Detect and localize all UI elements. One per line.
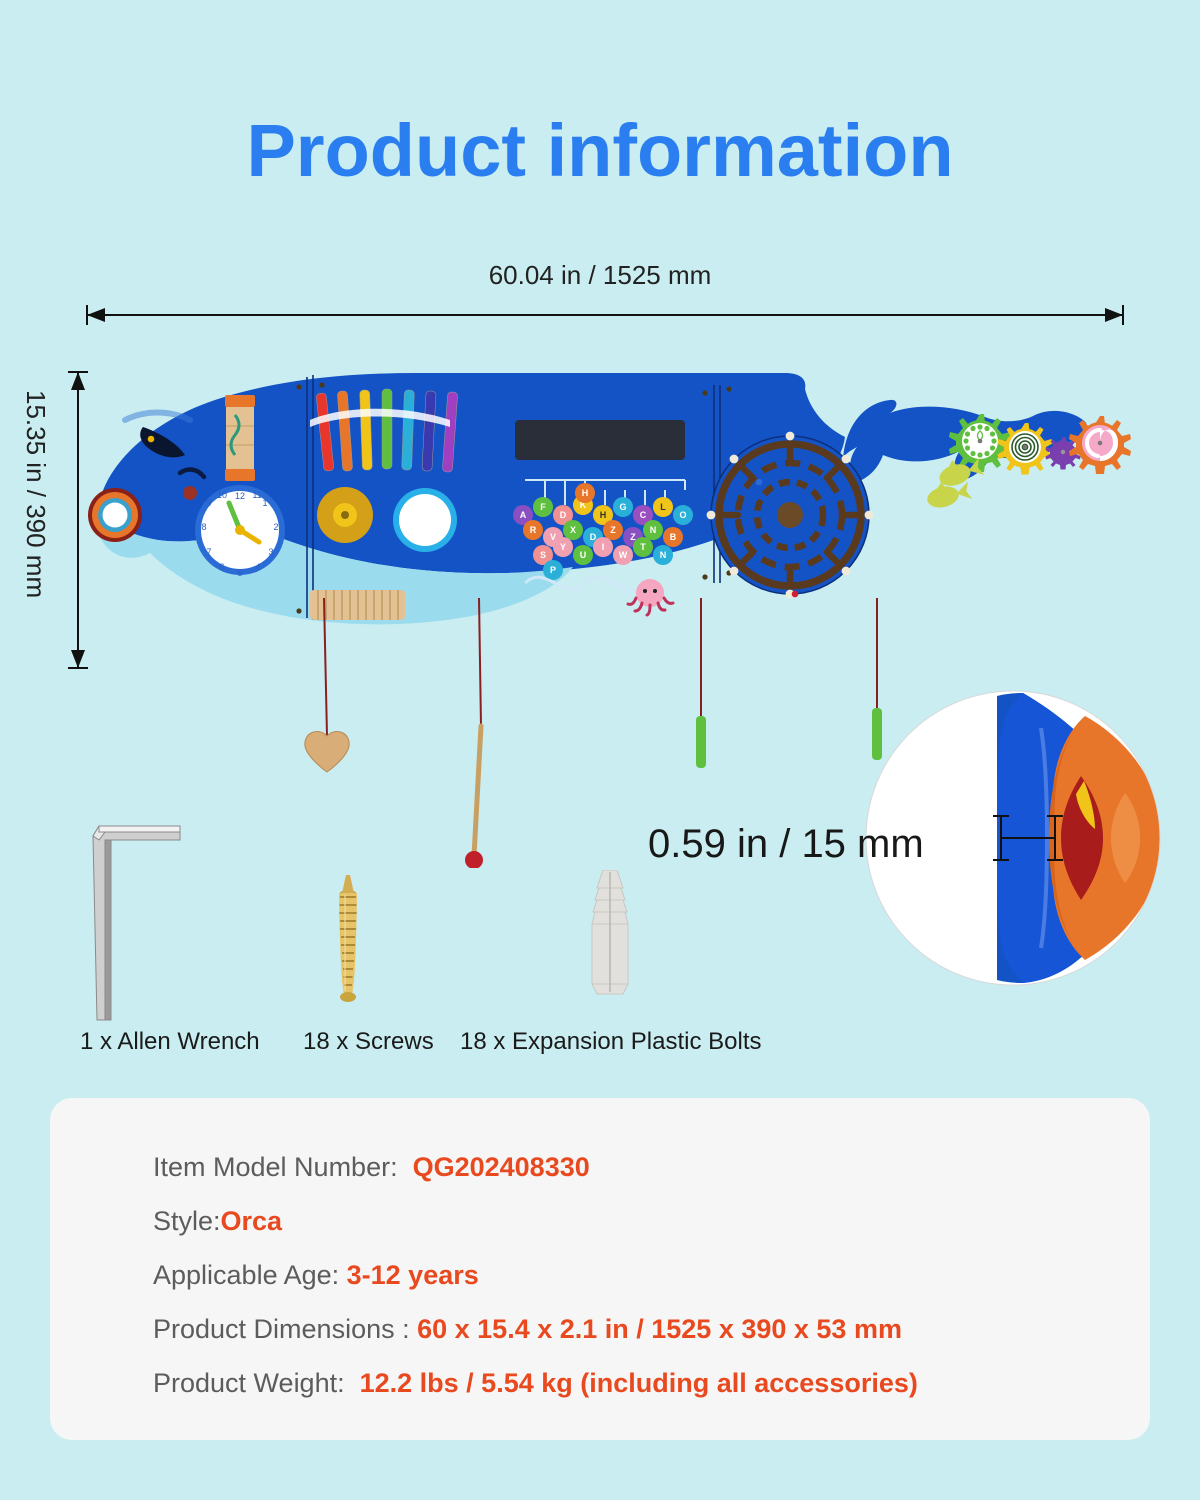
svg-text:3: 3 (268, 547, 273, 557)
svg-text:Y: Y (560, 542, 566, 552)
svg-text:Z: Z (610, 525, 616, 535)
svg-text:11: 11 (252, 490, 261, 500)
svg-text:L: L (660, 502, 666, 512)
svg-text:B: B (670, 532, 677, 542)
svg-text:V: V (550, 532, 556, 542)
svg-text:S: S (540, 550, 546, 560)
svg-text:C: C (640, 510, 647, 520)
svg-text:2: 2 (273, 522, 278, 532)
svg-text:8: 8 (201, 522, 206, 532)
svg-text:A: A (520, 510, 527, 520)
svg-text:R: R (530, 525, 537, 535)
svg-text:Z: Z (630, 532, 636, 542)
svg-text:H: H (600, 510, 607, 520)
svg-text:P: P (550, 565, 556, 575)
svg-text:I: I (602, 542, 605, 552)
svg-text:T: T (640, 542, 646, 552)
svg-text:N: N (660, 550, 667, 560)
svg-text:G: G (619, 502, 626, 512)
svg-text:4: 4 (255, 562, 260, 572)
svg-text:W: W (619, 550, 628, 560)
svg-text:U: U (580, 550, 587, 560)
svg-text:X: X (570, 525, 576, 535)
svg-text:7: 7 (206, 547, 211, 557)
svg-text:1: 1 (262, 498, 267, 508)
svg-text:O: O (679, 510, 686, 520)
svg-text:H: H (582, 488, 589, 498)
svg-text:5: 5 (237, 568, 242, 578)
svg-text:N: N (650, 525, 657, 535)
svg-text:12: 12 (235, 491, 245, 501)
svg-text:F: F (540, 502, 546, 512)
svg-text:9: 9 (206, 498, 211, 508)
svg-text:10: 10 (217, 490, 227, 500)
svg-text:6: 6 (219, 562, 224, 572)
svg-text:D: D (560, 510, 567, 520)
